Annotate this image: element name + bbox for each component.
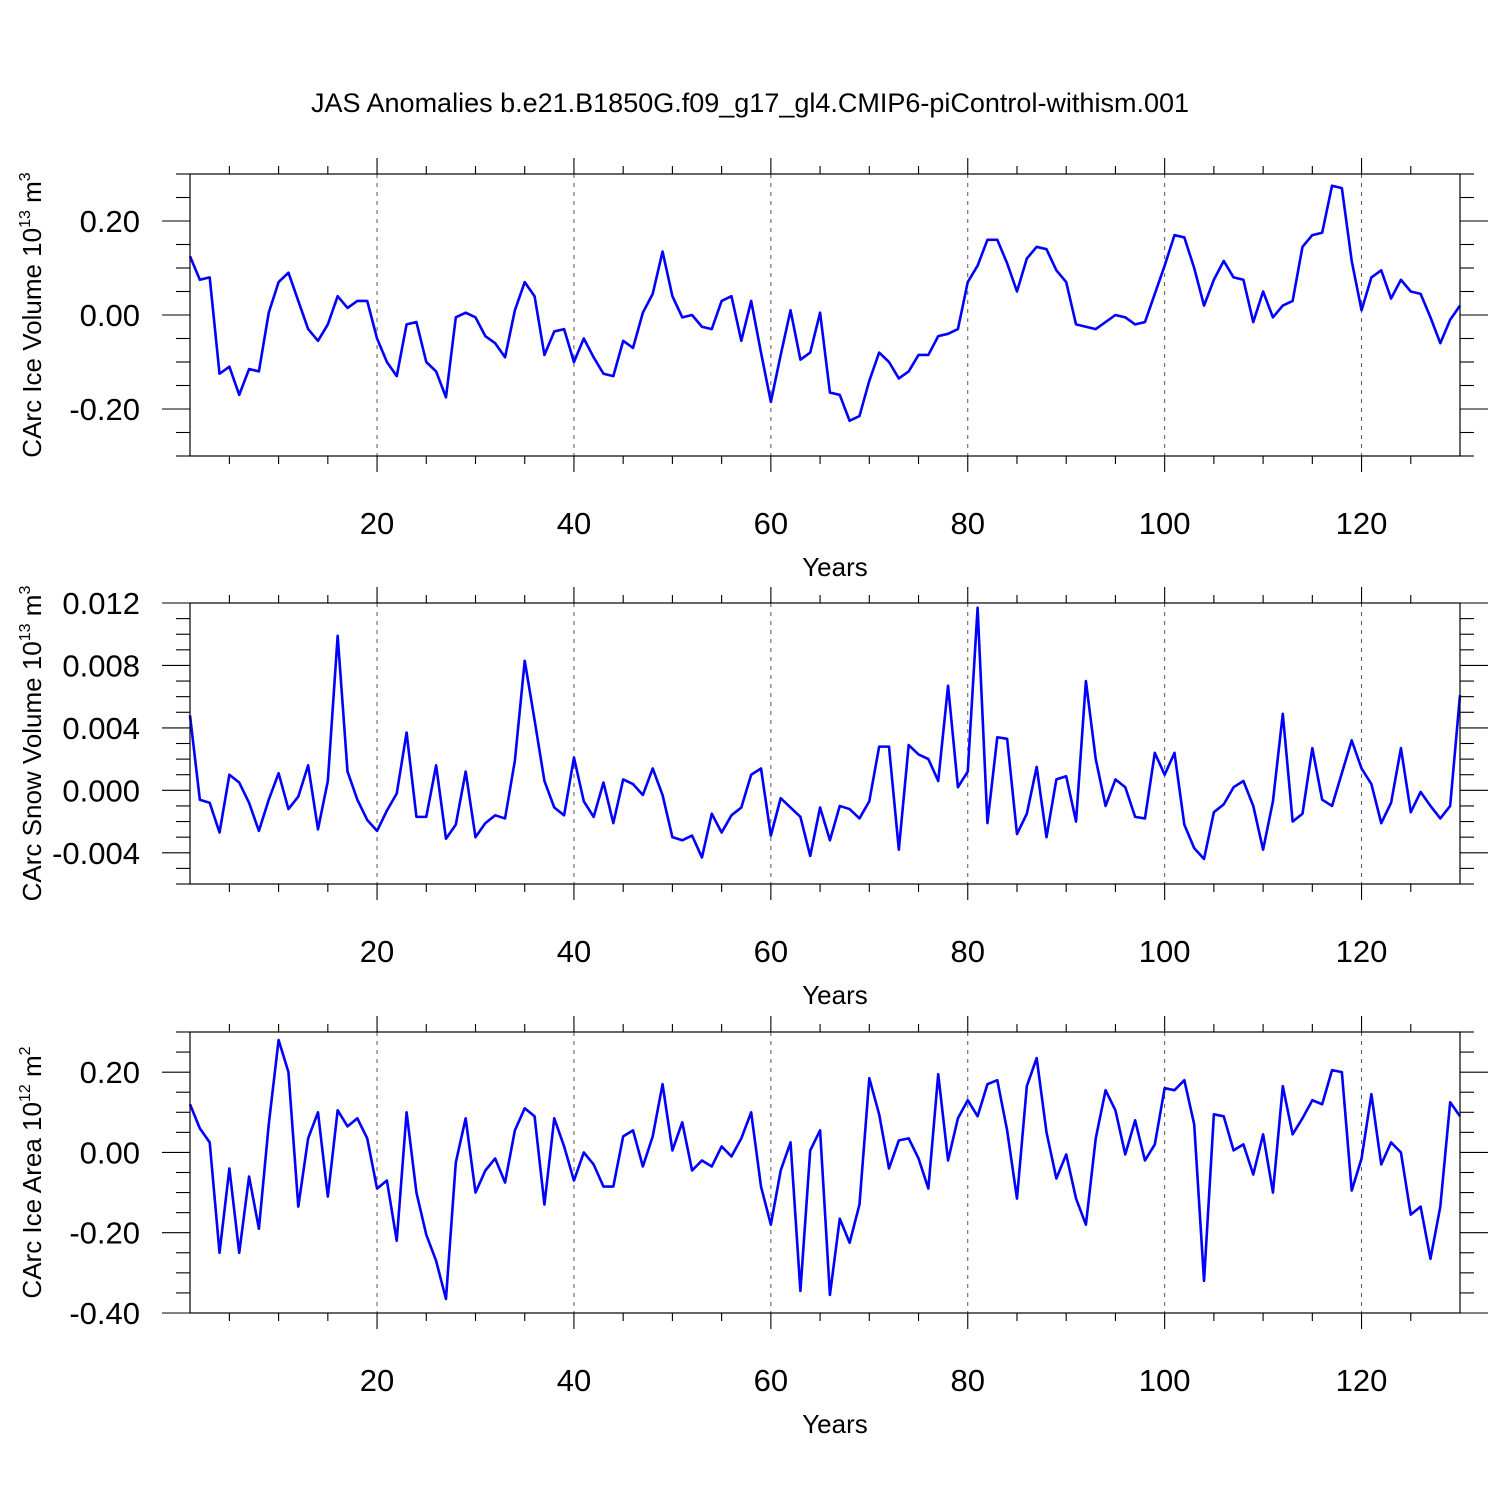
y-tick-label: 0.00 (80, 1135, 140, 1170)
series-line-ice-area (188, 1038, 1462, 1301)
plot-frame (189, 1031, 1461, 1314)
plot-frame (189, 602, 1461, 885)
y-tick-label: 0.000 (62, 773, 140, 808)
x-tick-label: 120 (1336, 1363, 1388, 1398)
x-tick-label: 100 (1139, 1363, 1191, 1398)
x-tick-label: 60 (754, 934, 788, 969)
y-tick-label: 0.004 (62, 711, 140, 746)
y-tick-label: -0.20 (69, 1216, 140, 1251)
x-tick-label: 40 (557, 934, 591, 969)
x-tick-label: 80 (951, 506, 985, 541)
x-tick-label: 100 (1139, 934, 1191, 969)
panel-ice-area: 20 40 60 80 100 120 -0.40 -0.20 0.00 0.20 Years CAr… (17, 1016, 1488, 1439)
x-tick-label: 40 (557, 506, 591, 541)
x-tick-label: 20 (360, 506, 394, 541)
x-tick-label: 80 (951, 934, 985, 969)
x-axis-label: Years (802, 980, 868, 1010)
x-tick-label: 120 (1336, 506, 1388, 541)
series-line-snow-volume (188, 606, 1462, 861)
y-tick-label: 0.20 (80, 204, 140, 239)
panels: 20 40 60 80 100 120 -0.20 0.00 0.20 Years CArc Ice… (17, 158, 1488, 1439)
x-tick-label: 100 (1139, 506, 1191, 541)
chart-title: JAS Anomalies b.e21.B1850G.f09_g17_gl4.C… (311, 88, 1189, 118)
plot-frame (189, 173, 1461, 457)
series-line-ice-volume (188, 184, 1462, 423)
panel-snow-volume: 20 40 60 80 100 120 -0.004 0.000 0.004 0.008 0.012… (17, 586, 1488, 1010)
panel-ice-volume: 20 40 60 80 100 120 -0.20 0.00 0.20 Years CArc Ice… (17, 158, 1488, 582)
y-tick-label: -0.004 (52, 836, 140, 871)
x-tick-label: 120 (1336, 934, 1388, 969)
y-tick-label: -0.20 (69, 392, 140, 427)
x-axis-label: Years (802, 1409, 868, 1439)
y-axis-label: CArc Ice Area 1012 m2 (17, 1046, 47, 1298)
y-axis-label: CArc Ice Volume 1013 m3 (17, 172, 47, 457)
x-tick-label: 40 (557, 1363, 591, 1398)
x-tick-label: 20 (360, 934, 394, 969)
y-tick-label: 0.00 (80, 298, 140, 333)
y-tick-label: 0.20 (80, 1055, 140, 1090)
y-axis-label: CArc Snow Volume 1013 m3 (17, 586, 47, 902)
y-tick-label: -0.40 (69, 1296, 140, 1331)
x-tick-label: 60 (754, 1363, 788, 1398)
x-tick-label: 20 (360, 1363, 394, 1398)
x-tick-label: 80 (951, 1363, 985, 1398)
y-tick-label: 0.012 (62, 586, 140, 621)
x-axis-label: Years (802, 552, 868, 582)
x-tick-label: 60 (754, 506, 788, 541)
y-tick-label: 0.008 (62, 648, 140, 683)
